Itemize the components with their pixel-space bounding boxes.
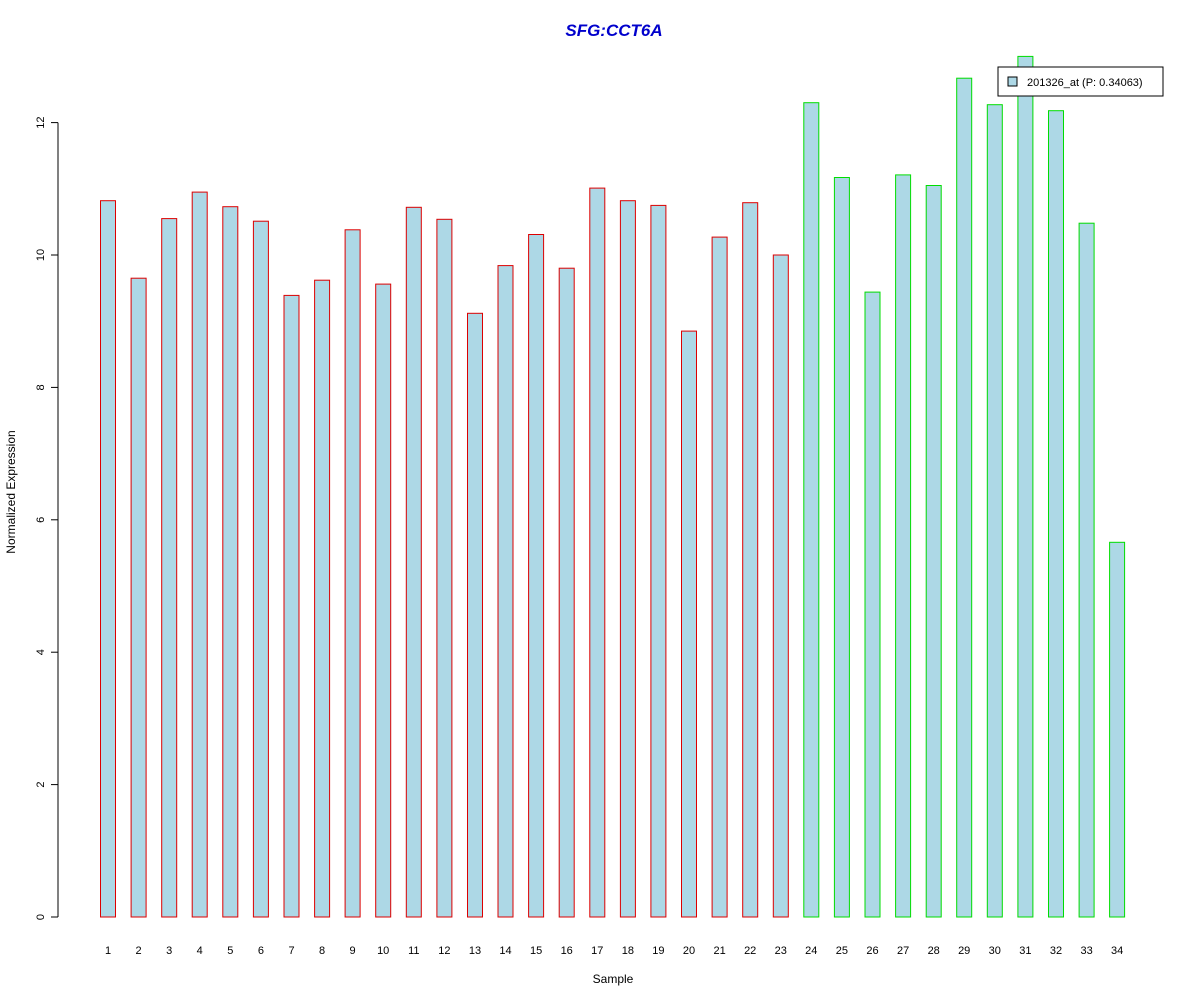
- bar-sample-30: [986, 104, 1003, 918]
- x-tick-label: 33: [1080, 945, 1092, 957]
- y-tick-label: 12: [35, 116, 47, 128]
- x-tick-label: 21: [713, 945, 725, 957]
- legend-label: 201326_at (P: 0.34063): [1027, 77, 1143, 89]
- bar-sample-7: [283, 294, 300, 918]
- x-tick-label: 24: [805, 945, 817, 957]
- x-tick-label: 18: [622, 945, 634, 957]
- x-tick-label: 19: [652, 945, 664, 957]
- bar-sample-9: [344, 229, 361, 918]
- y-tick-label: 0: [35, 914, 47, 920]
- x-tick-label: 31: [1019, 945, 1031, 957]
- bar-sample-33: [1078, 222, 1095, 918]
- bar-sample-21: [711, 236, 728, 918]
- bar-sample-28: [925, 185, 942, 918]
- x-tick-label: 3: [166, 945, 172, 957]
- bar-sample-24: [803, 102, 820, 918]
- x-axis-label: Sample: [593, 972, 634, 986]
- x-tick-label: 2: [136, 945, 142, 957]
- x-tick-label: 17: [591, 945, 603, 957]
- bar-sample-14: [497, 265, 514, 918]
- x-tick-label: 6: [258, 945, 264, 957]
- x-tick-label: 9: [350, 945, 356, 957]
- bar-sample-18: [619, 200, 636, 918]
- bar-sample-17: [589, 187, 606, 918]
- x-tick-label: 4: [197, 945, 203, 957]
- x-tick-label: 27: [897, 945, 909, 957]
- bar-sample-3: [161, 218, 178, 918]
- bar-sample-32: [1048, 110, 1064, 918]
- x-tick-label: 13: [469, 945, 481, 957]
- x-tick-label: 20: [683, 945, 695, 957]
- y-tick-label: 8: [35, 384, 47, 390]
- y-tick-label: 10: [35, 249, 47, 261]
- bar-sample-23: [772, 254, 789, 918]
- bar-sample-26: [864, 291, 881, 918]
- x-tick-label: 23: [775, 945, 787, 957]
- bar-sample-1: [100, 200, 116, 918]
- bar-sample-10: [375, 283, 392, 918]
- chart-title: SFG:CCT6A: [565, 21, 662, 40]
- x-tick-label: 1: [105, 945, 111, 957]
- y-tick-label: 2: [35, 782, 47, 788]
- y-tick-label: 4: [35, 649, 47, 655]
- x-tick-label: 11: [408, 945, 419, 957]
- bar-sample-8: [314, 279, 331, 918]
- bar-sample-4: [191, 191, 208, 918]
- x-tick-label: 16: [561, 945, 573, 957]
- bar-sample-27: [895, 174, 912, 918]
- legend: 201326_at (P: 0.34063): [997, 66, 1164, 97]
- bar-sample-20: [681, 330, 697, 918]
- x-tick-label: 28: [928, 945, 940, 957]
- legend-box: [997, 66, 1164, 97]
- bar-sample-12: [436, 218, 453, 918]
- bar-sample-16: [558, 267, 575, 918]
- x-tick-labels: 1 2 3 4 5 6 7 8 9 10 11 12 13 14 15 16 17 18 19 20 21 22 23 24 2…: [105, 945, 1123, 957]
- bar-sample-25: [833, 177, 850, 918]
- bar-sample-6: [252, 220, 269, 918]
- bars-group: [100, 55, 1126, 918]
- x-tick-label: 10: [377, 945, 389, 957]
- y-axis: 0 2 4 6 8 10 12: [35, 116, 59, 920]
- y-tick-label: 6: [35, 517, 47, 523]
- bar-sample-13: [467, 312, 483, 918]
- x-tick-label: 29: [958, 945, 970, 957]
- bar-sample-2: [130, 277, 147, 918]
- y-axis-label: Normalized Expression: [4, 430, 18, 553]
- x-tick-label: 14: [499, 945, 511, 957]
- x-tick-label: 5: [227, 945, 233, 957]
- x-tick-label: 26: [866, 945, 878, 957]
- x-tick-label: 32: [1050, 945, 1062, 957]
- x-tick-label: 25: [836, 945, 848, 957]
- bar-sample-19: [650, 204, 667, 918]
- x-tick-label: 7: [288, 945, 294, 957]
- x-tick-label: 15: [530, 945, 542, 957]
- bar-sample-29: [956, 77, 973, 918]
- bar-sample-34: [1109, 541, 1126, 918]
- legend-swatch: [1007, 76, 1018, 87]
- bar-sample-5: [222, 206, 239, 918]
- x-tick-label: 22: [744, 945, 756, 957]
- x-tick-label: 8: [319, 945, 325, 957]
- bar-sample-31: [1017, 55, 1034, 918]
- bar-sample-15: [528, 234, 545, 918]
- x-tick-label: 30: [989, 945, 1001, 957]
- bar-sample-22: [742, 202, 759, 918]
- x-tick-label: 34: [1111, 945, 1123, 957]
- bar-sample-11: [405, 206, 422, 918]
- x-tick-label: 12: [438, 945, 450, 957]
